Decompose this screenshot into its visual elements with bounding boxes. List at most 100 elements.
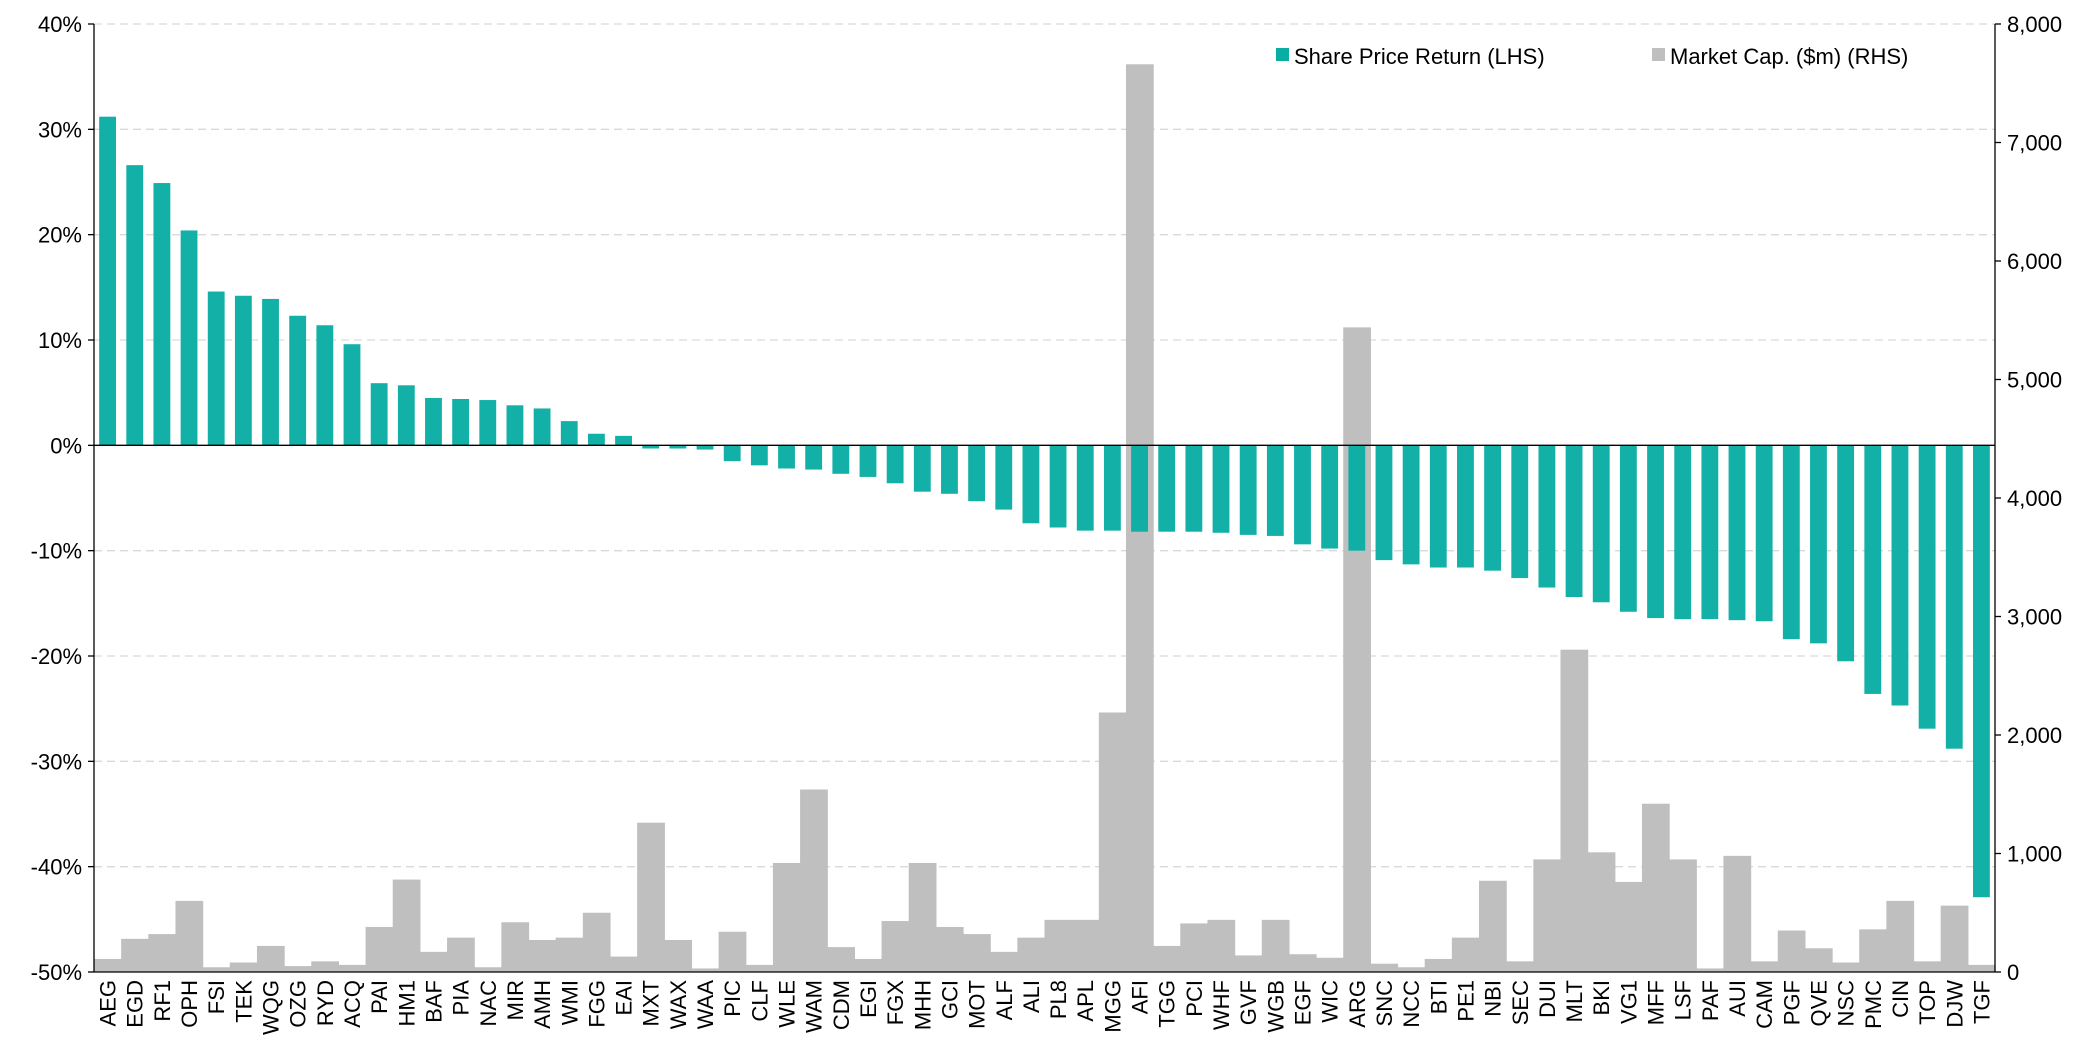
market-cap-bar [800, 789, 828, 972]
share-price-return-bar [234, 295, 252, 446]
market-cap-bar [1804, 948, 1833, 972]
market-cap-bar [1261, 919, 1290, 972]
market-cap-bar [419, 951, 448, 972]
market-cap-bar [637, 822, 665, 972]
market-cap-bar [854, 958, 883, 972]
share-price-return-bar [886, 445, 904, 484]
category-label: OPH [177, 980, 202, 1028]
right-tick-label: 8,000 [2007, 12, 2062, 37]
market-cap-bar [990, 951, 1018, 972]
share-price-return-bar [723, 445, 741, 462]
category-label: PMC [1861, 980, 1886, 1029]
market-cap-bar [1207, 919, 1236, 972]
category-label: RF1 [150, 980, 175, 1022]
category-label: NAC [476, 980, 501, 1027]
share-price-return-bar [1565, 445, 1583, 598]
category-label: CIN [1888, 980, 1913, 1018]
share-price-return-bar [1429, 445, 1447, 568]
left-tick-label: 30% [38, 117, 82, 142]
market-cap-bar [1017, 937, 1046, 972]
category-label: MGG [1100, 980, 1125, 1033]
market-cap-bar [582, 912, 611, 972]
category-label: TGF [1969, 980, 1994, 1024]
category-label: WHF [1209, 980, 1234, 1030]
market-cap-bar [148, 934, 177, 972]
market-cap-bar [1098, 712, 1127, 972]
share-price-return-bar [1076, 445, 1094, 531]
share-price-return-bar [1837, 445, 1855, 662]
left-tick-label: -40% [31, 855, 82, 880]
left-tick-label: 10% [38, 328, 82, 353]
market-cap-bar [1316, 957, 1344, 972]
market-cap-bar [664, 940, 693, 972]
right-tick-label: 4,000 [2007, 486, 2062, 511]
market-cap-bar [284, 966, 312, 972]
share-price-return-bar [1239, 445, 1257, 535]
category-label: FSI [204, 980, 229, 1014]
share-price-return-bar [452, 398, 470, 446]
share-price-return-bar [1185, 445, 1203, 532]
market-cap-bar [1424, 958, 1453, 972]
market-cap-series [94, 64, 1996, 973]
category-label: WAX [666, 980, 691, 1030]
category-label: PAF [1698, 980, 1723, 1021]
market-cap-bar [1886, 900, 1915, 972]
share-price-return-bar [560, 421, 578, 446]
right-tick-label: 1,000 [2007, 842, 2062, 867]
category-label: DJW [1942, 980, 1967, 1028]
market-cap-bar [1533, 859, 1562, 972]
category-label: WGB [1263, 980, 1288, 1033]
share-price-return-bar [1592, 445, 1610, 603]
share-price-return-bar [941, 445, 958, 494]
market-cap-bar [175, 900, 204, 972]
share-price-return-bar [1158, 445, 1176, 532]
category-label: GVF [1236, 980, 1261, 1025]
share-price-return-bar [289, 315, 307, 446]
category-label: FGX [883, 980, 908, 1026]
market-cap-bar [229, 962, 258, 972]
share-price-return-bar [1511, 445, 1529, 579]
share-price-return-bar [506, 405, 524, 446]
left-axis-ticks: 40% 30% 20% 10% 0% -10% -20% -30% -40% -50% [31, 12, 94, 985]
category-label: BKI [1589, 980, 1614, 1015]
share-price-return-bar [615, 435, 632, 446]
market-cap-bar [1832, 962, 1860, 972]
category-label: VG1 [1616, 980, 1641, 1024]
left-tick-label: -20% [31, 644, 82, 669]
share-price-return-bar [316, 325, 334, 446]
share-price-return-series [99, 116, 1990, 898]
category-label: TGG [1155, 980, 1180, 1028]
market-cap-bar [1397, 967, 1426, 972]
market-cap-bar [1614, 881, 1643, 972]
market-cap-bar [1370, 963, 1399, 972]
share-price-return-bar [99, 116, 116, 446]
category-label: MHH [910, 980, 935, 1030]
category-label: WLE [775, 980, 800, 1028]
left-tick-label: -10% [31, 539, 82, 564]
share-price-return-bar [995, 445, 1013, 510]
share-price-return-bar [1647, 445, 1664, 619]
share-price-return-bar [1864, 445, 1882, 694]
category-label: PE1 [1453, 980, 1478, 1022]
category-label: AMH [530, 980, 555, 1029]
share-price-return-bar [1457, 445, 1474, 568]
category-label: WIC [1318, 980, 1343, 1023]
share-price-return-bar [1321, 445, 1339, 549]
category-label: RYD [313, 980, 338, 1026]
market-cap-bar [1153, 945, 1181, 972]
legend-swatch-market-cap [1652, 48, 1665, 61]
share-price-return-bar [1973, 445, 1990, 898]
category-label: NSC [1834, 980, 1859, 1027]
left-tick-label: -30% [31, 749, 82, 774]
category-label: AEG [96, 980, 121, 1026]
market-cap-bar [1777, 930, 1806, 972]
share-price-return-bar [425, 397, 442, 446]
category-label: PIC [720, 980, 745, 1017]
share-price-return-bar [370, 383, 388, 446]
market-cap-bar [1669, 859, 1697, 972]
share-price-return-bar [968, 445, 986, 502]
right-tick-label: 7,000 [2007, 131, 2062, 156]
left-tick-label: -50% [31, 960, 82, 985]
left-tick-label: 40% [38, 12, 82, 37]
category-label: NBI [1481, 980, 1506, 1017]
